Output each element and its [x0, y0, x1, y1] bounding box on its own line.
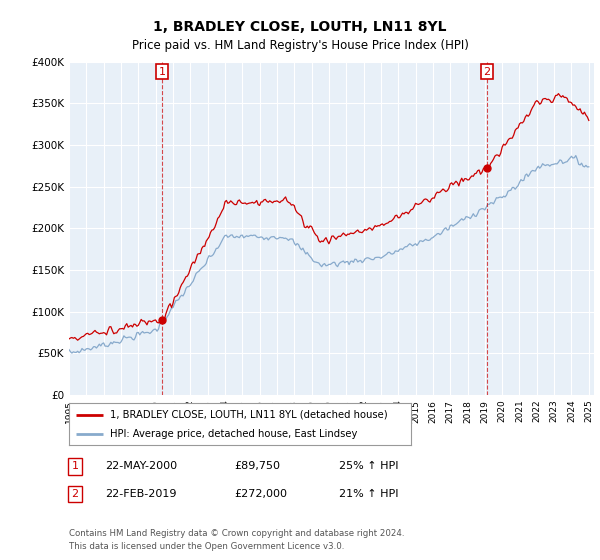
Text: 1: 1 [71, 461, 79, 472]
Text: £272,000: £272,000 [234, 489, 287, 499]
Text: 25% ↑ HPI: 25% ↑ HPI [339, 461, 398, 472]
Text: 1, BRADLEY CLOSE, LOUTH, LN11 8YL (detached house): 1, BRADLEY CLOSE, LOUTH, LN11 8YL (detac… [110, 409, 388, 419]
Text: 21% ↑ HPI: 21% ↑ HPI [339, 489, 398, 499]
Text: 1: 1 [158, 67, 166, 77]
Text: HPI: Average price, detached house, East Lindsey: HPI: Average price, detached house, East… [110, 429, 358, 439]
Text: 2: 2 [484, 67, 490, 77]
Text: 22-FEB-2019: 22-FEB-2019 [105, 489, 176, 499]
Text: £89,750: £89,750 [234, 461, 280, 472]
Text: Contains HM Land Registry data © Crown copyright and database right 2024.
This d: Contains HM Land Registry data © Crown c… [69, 529, 404, 550]
Text: 1, BRADLEY CLOSE, LOUTH, LN11 8YL: 1, BRADLEY CLOSE, LOUTH, LN11 8YL [153, 20, 447, 34]
Text: Price paid vs. HM Land Registry's House Price Index (HPI): Price paid vs. HM Land Registry's House … [131, 39, 469, 52]
Text: 22-MAY-2000: 22-MAY-2000 [105, 461, 177, 472]
Text: 2: 2 [71, 489, 79, 499]
